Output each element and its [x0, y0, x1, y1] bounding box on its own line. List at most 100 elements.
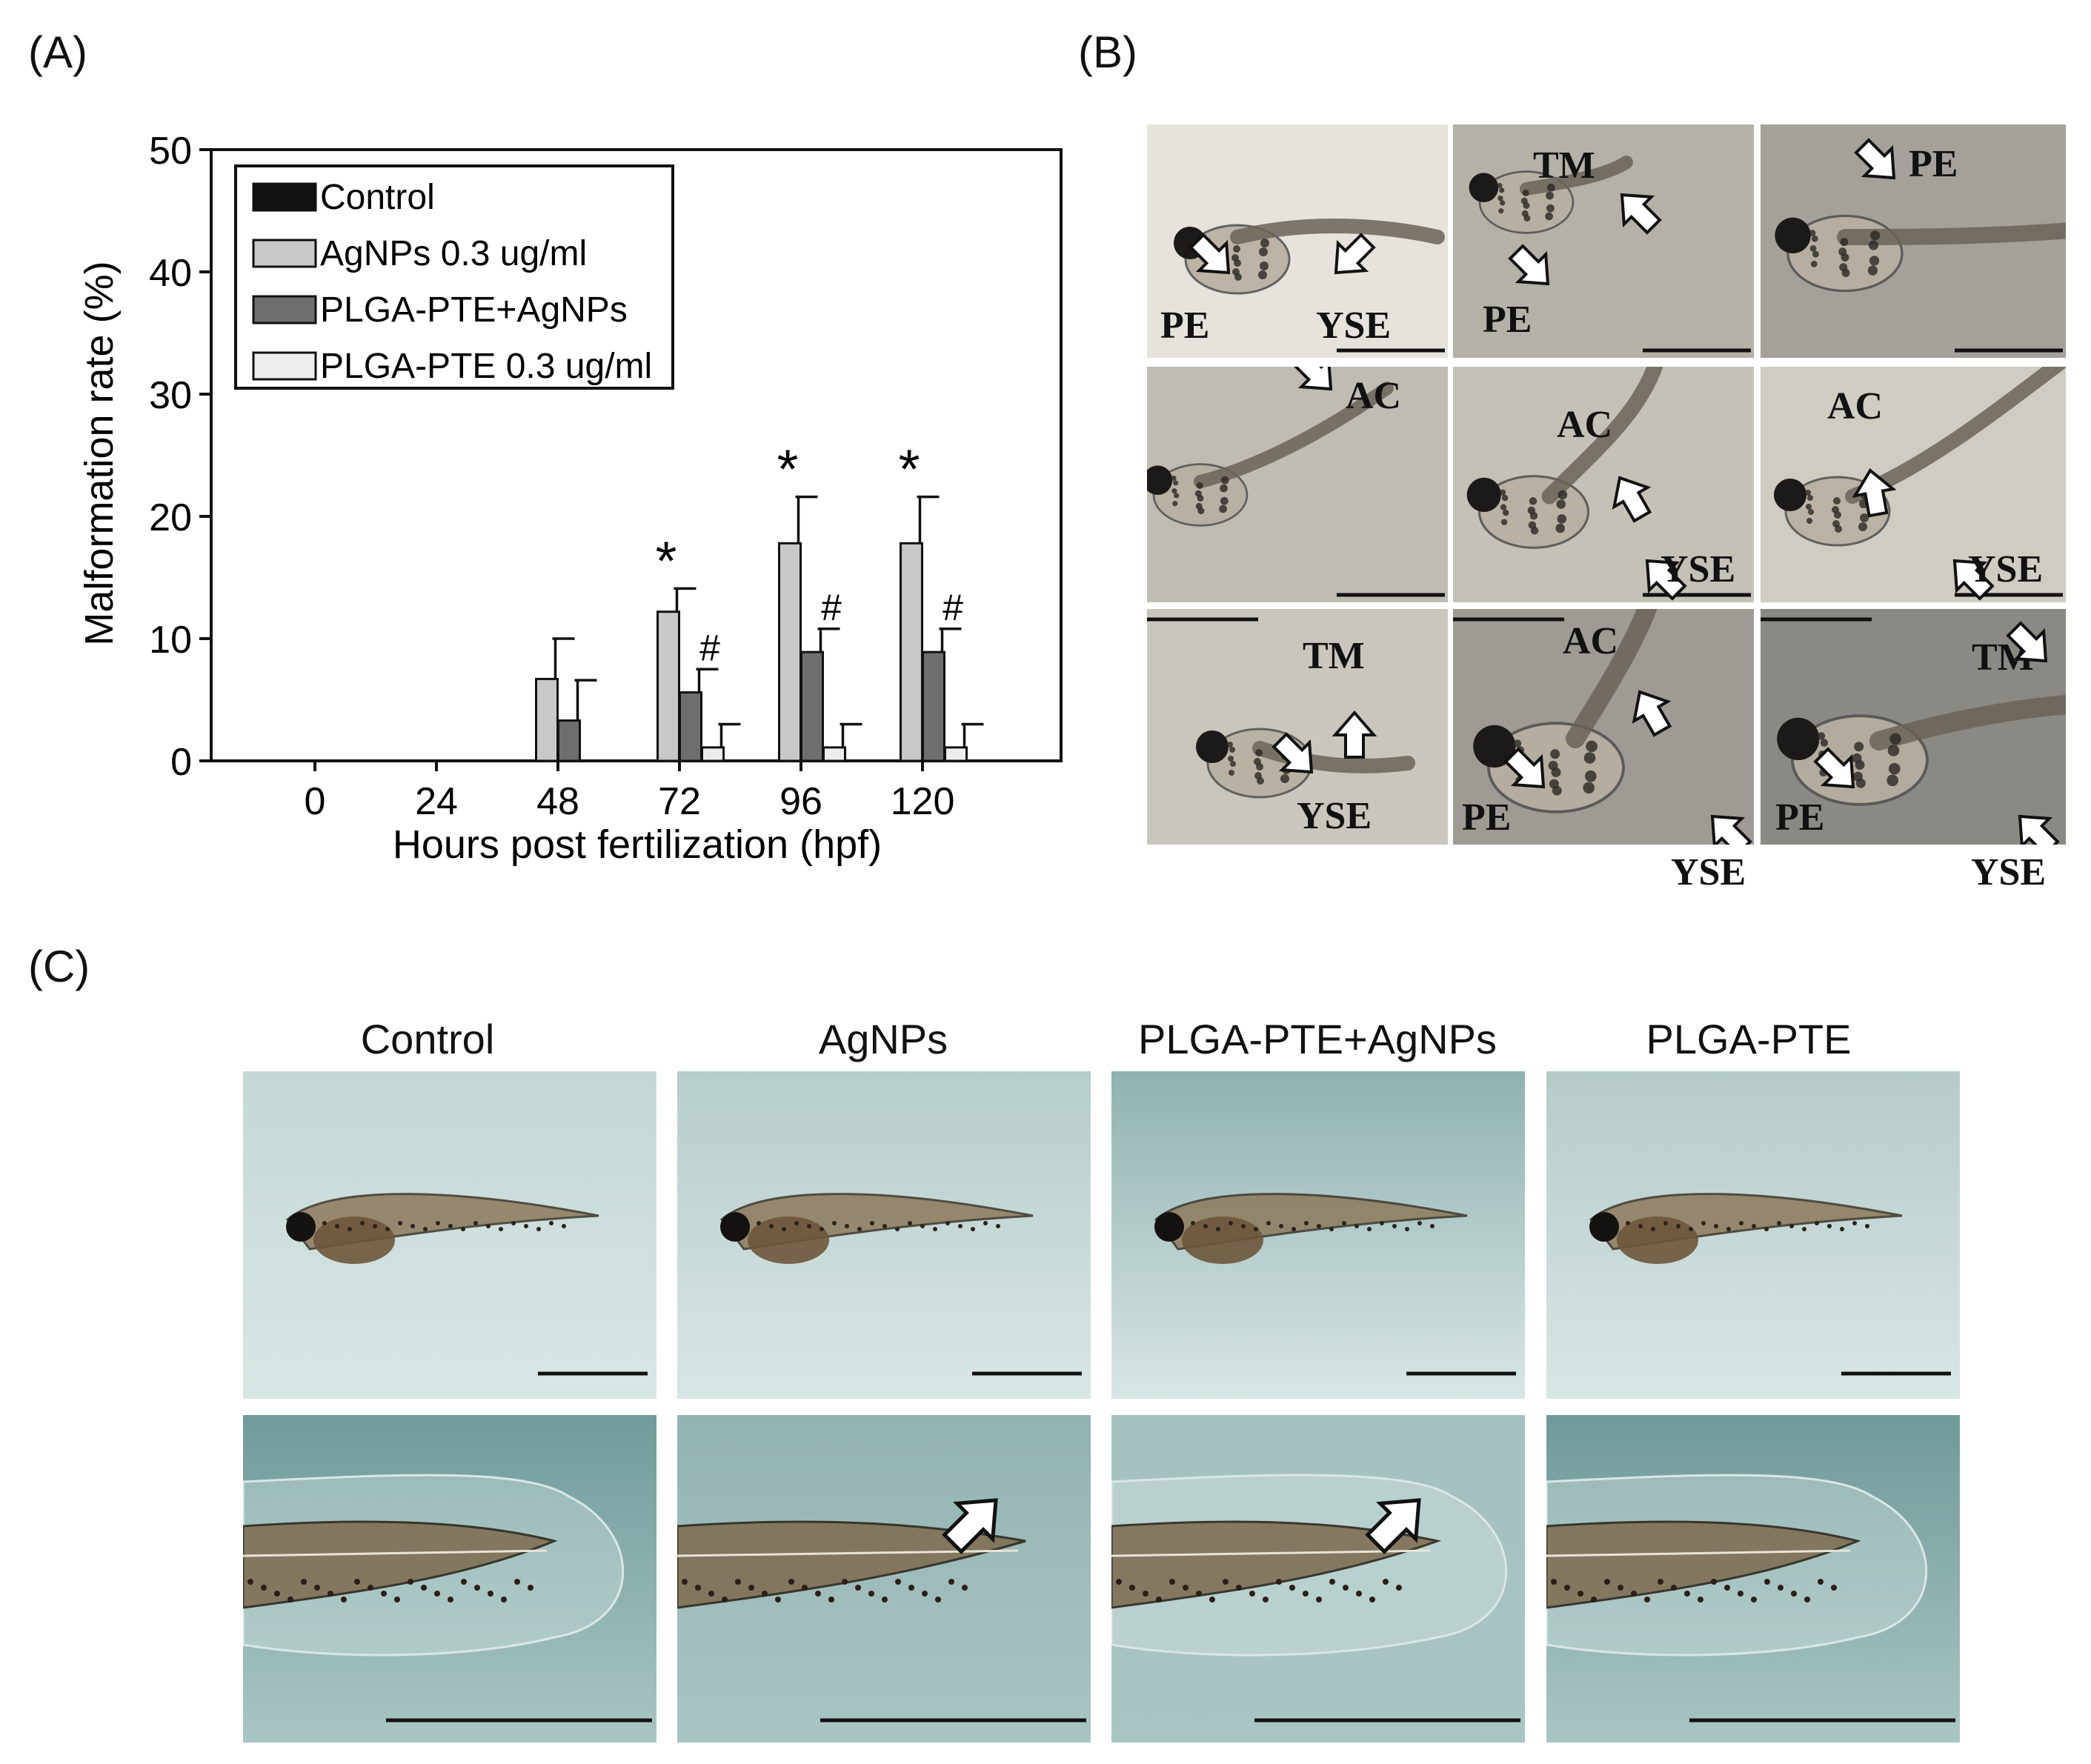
x-tick-label: 96 — [779, 780, 822, 823]
embryo-image — [1466, 367, 1663, 549]
embryo-image — [1147, 381, 1394, 527]
plot-frame — [210, 148, 1063, 762]
tail-image — [243, 1474, 625, 1657]
embryo-image — [1774, 367, 2066, 547]
label-ac: AC — [1346, 375, 1401, 417]
label-ac: AC — [1827, 385, 1883, 427]
label-yse: YSE — [1316, 304, 1391, 347]
label-tm: TM — [1533, 144, 1595, 187]
arrow-icon — [1291, 367, 1333, 391]
legend-swatch — [252, 351, 317, 381]
chart-axes: 0 10 20 30 40 50 0 24 48 72 96 120 — [149, 130, 1063, 823]
y-tick-label: 50 — [149, 130, 192, 173]
legend-swatch — [252, 295, 317, 324]
y-tick-label: 10 — [149, 619, 192, 662]
embryo-image — [1473, 609, 1658, 813]
tail-image — [1111, 1474, 1508, 1657]
larva-image — [1154, 1193, 1468, 1264]
bar — [557, 719, 581, 762]
panel-c-tail-3 — [1111, 1415, 1525, 1743]
panel-c-title-plga-pte-agnps: PLGA-PTE+AgNPs — [1138, 1016, 1497, 1062]
arrow-icon — [1332, 710, 1377, 759]
arrow-icon — [2006, 621, 2048, 663]
label-ac: AC — [1557, 404, 1612, 446]
y-tick-label: 20 — [149, 496, 192, 539]
x-tick-label: 120 — [891, 780, 955, 823]
panel-c-larva-2 — [677, 1071, 1091, 1399]
significance-hash: # — [699, 627, 720, 668]
label-pe: PE — [1462, 796, 1511, 839]
arrow-icon — [1508, 244, 1550, 286]
bar — [535, 677, 559, 762]
y-tick-label: 40 — [149, 252, 192, 295]
y-axis-label: Malformation rate (%) — [77, 261, 122, 645]
bar — [822, 746, 846, 762]
legend-swatch — [252, 239, 317, 268]
arrow-icon — [1503, 747, 1546, 789]
legend-entry: Control — [320, 178, 435, 217]
bar — [679, 691, 702, 762]
label-yse: YSE — [1297, 795, 1372, 837]
significance-star: * — [777, 439, 799, 500]
label-tm: TM — [1303, 635, 1365, 677]
panel-c-tail-4 — [1546, 1415, 1960, 1743]
tail-image — [1546, 1474, 1928, 1657]
arrow-icon — [1852, 467, 1897, 518]
larva-image — [1589, 1193, 1903, 1264]
yse-label-below-8: YSE — [1671, 851, 1746, 893]
significance-hash: # — [821, 587, 842, 628]
bar — [778, 542, 802, 762]
arrow-icon — [1334, 233, 1376, 275]
arrow-icon — [1189, 233, 1231, 275]
larva-image — [719, 1193, 1034, 1264]
panel-c-title-agnps: AgNPs — [818, 1016, 948, 1062]
y-tick-label: 0 — [170, 741, 192, 784]
arrow-icon — [1632, 690, 1672, 737]
legend-entry: AgNPs 0.3 ug/ml — [320, 234, 587, 273]
embryo-image — [1777, 695, 2066, 806]
arrow-icon — [1365, 1498, 1421, 1554]
label-pe: PE — [1775, 796, 1824, 839]
panel-c-title-control: Control — [360, 1016, 495, 1062]
panel-c-larva-4 — [1546, 1071, 1960, 1399]
embryo-image — [1775, 214, 2066, 293]
label-yse: YSE — [1660, 548, 1735, 590]
bar — [701, 746, 725, 762]
arrow-icon — [1813, 747, 1855, 789]
larva-image — [285, 1193, 599, 1264]
label-pe: PE — [1909, 143, 1958, 185]
panel-b-image-7: TM YSE — [1147, 609, 1448, 845]
bar — [944, 746, 968, 762]
legend-entry: PLGA-PTE+AgNPs — [320, 290, 628, 330]
label-pe: PE — [1483, 299, 1532, 341]
panel-b-image-1: PE YSE — [1147, 124, 1448, 358]
panel-b-image-9: TM PE — [1761, 609, 2066, 845]
panel-label-b: (B) — [1078, 27, 1137, 77]
panel-c-tail-1 — [243, 1415, 656, 1743]
legend-swatch — [252, 182, 317, 212]
label-ac: AC — [1563, 620, 1618, 662]
panel-c-title-plga-pte: PLGA-PTE — [1646, 1016, 1852, 1062]
arrow-icon — [1620, 193, 1662, 235]
panel-b-image-8: AC PE — [1453, 609, 1754, 845]
significance-star: * — [656, 530, 677, 591]
panel-b-image-4: AC — [1147, 367, 1448, 602]
bar — [656, 610, 680, 762]
panel-label-a: (A) — [28, 27, 87, 77]
panel-b-image-5: AC YSE — [1453, 367, 1754, 602]
arrow-icon — [1710, 814, 1752, 845]
label-yse: YSE — [1968, 548, 2043, 590]
panel-c-larva-3 — [1111, 1071, 1525, 1399]
panel-b-image-6: AC YSE — [1761, 367, 2066, 602]
y-tick-label: 30 — [149, 374, 192, 417]
embryo-image — [1469, 155, 1634, 234]
arrow-icon — [2018, 814, 2060, 845]
significance-star: * — [899, 439, 920, 500]
chart-bars: * * * # # # — [535, 439, 984, 762]
panel-c-larva-1 — [243, 1071, 656, 1399]
arrow-icon — [1952, 559, 1995, 601]
x-axis-label: Hours post fertilization (hpf) — [393, 822, 882, 867]
panel-b-image-2: TM PE — [1453, 124, 1754, 358]
x-tick-label: 72 — [658, 780, 701, 823]
bar — [800, 650, 824, 762]
